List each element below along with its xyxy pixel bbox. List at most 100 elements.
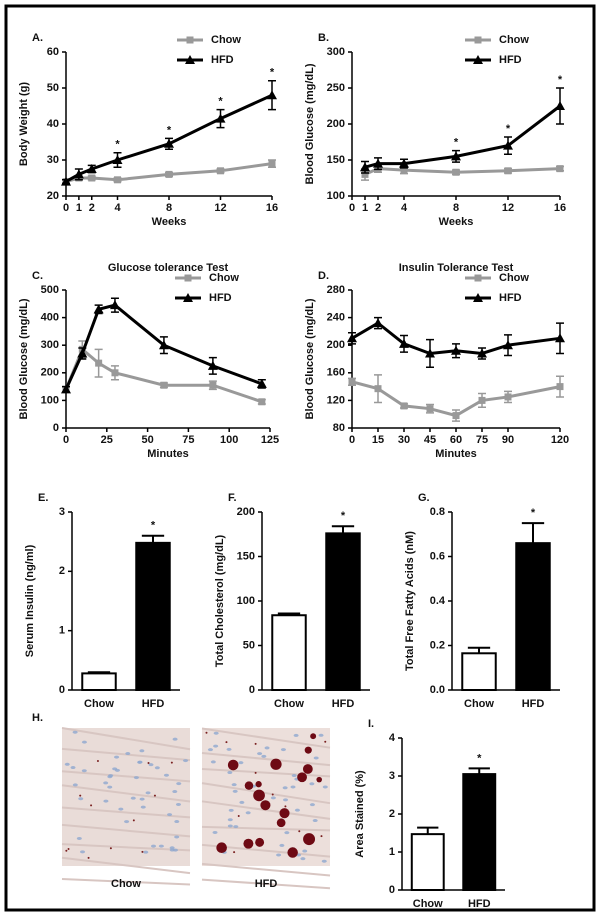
fiber [201, 878, 331, 890]
chart-title: Insulin Tolerance Test [399, 262, 514, 274]
marker [77, 348, 88, 358]
nucleus [227, 818, 233, 822]
y-tick-label: 100 [41, 394, 59, 406]
fiber [201, 862, 331, 877]
fiber [201, 782, 331, 805]
panel-label: I. [368, 718, 374, 730]
y-axis-label: Blood Glucose (mg/dL) [304, 63, 316, 184]
significance: * [558, 74, 563, 86]
nucleus [231, 783, 237, 787]
lipid-droplet [260, 800, 271, 811]
y-tick-label: 240 [327, 312, 345, 324]
nucleus [125, 752, 131, 756]
panel-label: G. [418, 492, 430, 504]
y-tick-label: 500 [41, 284, 59, 296]
marker [258, 398, 266, 406]
y-axis-label: Serum Insulin (ng/ml) [24, 544, 36, 657]
bar [410, 833, 445, 892]
dot [87, 856, 90, 859]
error-bar [331, 525, 355, 534]
dot [324, 740, 327, 743]
marker [256, 378, 267, 388]
marker [185, 55, 195, 64]
x-tick-label: Chow [274, 698, 304, 710]
y-tick-label: 1 [59, 625, 65, 637]
marker [452, 168, 460, 176]
marker [111, 369, 119, 377]
x-tick-label: 16 [266, 202, 278, 214]
nucleus [172, 737, 178, 741]
marker [451, 151, 461, 161]
marker [73, 169, 84, 179]
x-tick-label: 125 [261, 434, 279, 446]
x-tick-label: 0 [349, 434, 355, 446]
x-tick-label: 45 [424, 434, 436, 446]
nucleus [313, 756, 319, 760]
nucleus [228, 808, 234, 812]
y-tick-label: 300 [41, 339, 59, 351]
bar [271, 614, 307, 691]
lipid-droplet [243, 838, 254, 849]
fiber [61, 784, 191, 803]
x-axis-label: Weeks [152, 216, 187, 228]
marker [158, 340, 169, 350]
lipid-droplet [316, 776, 322, 783]
y-tick-label: 50 [47, 82, 59, 94]
nucleus [183, 759, 189, 763]
x-tick-label: 0 [63, 434, 69, 446]
x-tick-label: HFD [142, 698, 165, 710]
series-line [364, 104, 561, 169]
y-tick-label: 150 [237, 550, 255, 562]
marker [503, 140, 513, 150]
y-tick-label: 0.4 [430, 595, 446, 607]
dot [132, 819, 135, 822]
marker [425, 348, 435, 358]
y-axis-label: Blood Glucose (mg/dL) [18, 298, 30, 419]
dot [271, 793, 274, 796]
legend-label: Chow [499, 272, 529, 284]
dot [90, 804, 93, 807]
nucleus [282, 786, 288, 790]
dot [96, 759, 99, 762]
bar [461, 652, 497, 691]
marker [504, 393, 512, 401]
x-tick-label: 2 [375, 202, 381, 214]
dot [67, 848, 70, 851]
panel-label: E. [38, 492, 48, 504]
bar [81, 672, 117, 691]
x-tick-label: 0 [349, 202, 355, 214]
lipid-droplet [216, 842, 227, 853]
nucleus [139, 797, 145, 801]
marker [400, 166, 408, 174]
x-tick-label: 50 [141, 434, 153, 446]
nucleus [245, 811, 251, 815]
fiber [61, 727, 191, 751]
legend-label: Chow [209, 272, 239, 284]
fiber [61, 856, 191, 875]
nucleus [232, 789, 238, 793]
nucleus [124, 820, 130, 824]
marker [114, 176, 121, 184]
marker [348, 378, 356, 386]
caption: Chow [111, 878, 141, 890]
legend-label: HFD [499, 54, 522, 66]
y-axis-label: Area Stained (%) [354, 770, 366, 858]
nucleus [293, 733, 299, 737]
nucleus [143, 850, 149, 854]
dot [109, 847, 112, 850]
bar [135, 541, 171, 691]
nucleus [169, 846, 175, 850]
dot [320, 835, 323, 838]
dot [284, 805, 287, 808]
nucleus [148, 763, 154, 767]
significance: * [151, 520, 156, 532]
y-tick-label: 1 [389, 846, 395, 858]
marker [399, 338, 409, 348]
nucleus [279, 843, 285, 847]
nucleus [212, 830, 218, 834]
x-tick-label: 1 [362, 202, 368, 214]
caption: HFD [255, 878, 278, 890]
nucleus [174, 820, 180, 824]
y-tick-label: 200 [327, 339, 345, 351]
y-tick-label: 2 [389, 808, 395, 820]
